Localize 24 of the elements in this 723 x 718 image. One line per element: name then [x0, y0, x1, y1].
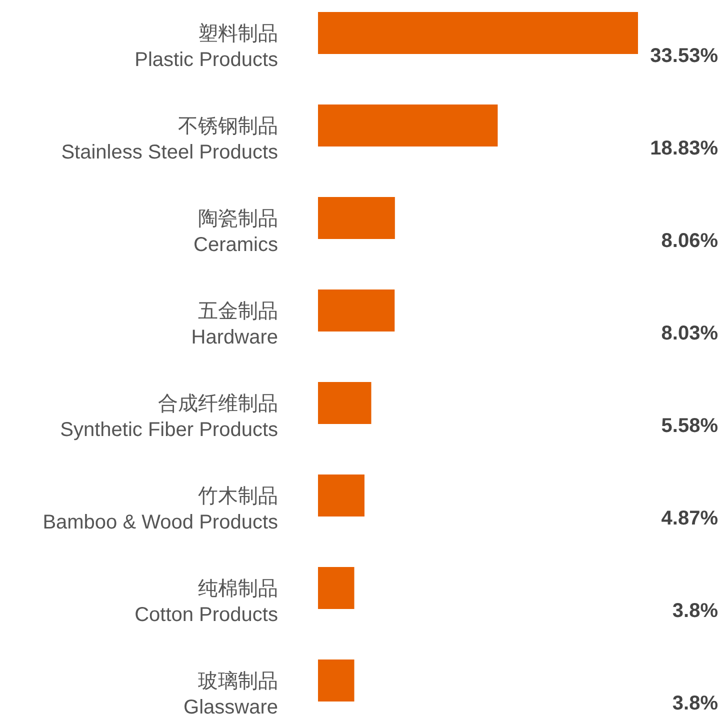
y-tick-label: 陶瓷制品 Ceramics — [194, 208, 278, 256]
data-label: 18.83% — [650, 138, 718, 160]
y-tick-label: 不锈钢制品 Stainless Steel Products — [61, 116, 278, 164]
y-tick-label: 五金制品 Hardware — [191, 300, 278, 348]
bar — [318, 567, 354, 609]
bar — [318, 12, 638, 54]
bar — [318, 660, 354, 702]
bar — [318, 290, 395, 332]
bar — [318, 197, 395, 239]
y-tick-label: 竹木制品 Bamboo & Wood Products — [42, 486, 278, 534]
data-label: 3.8% — [672, 692, 718, 714]
data-label: 8.03% — [661, 322, 718, 344]
data-label: 3.8% — [672, 600, 718, 622]
bar — [318, 474, 364, 516]
bar — [318, 104, 498, 146]
data-label: 33.53% — [650, 45, 718, 67]
data-label: 8.06% — [661, 230, 718, 252]
data-label: 5.58% — [661, 415, 718, 437]
data-label: 4.87% — [661, 508, 718, 530]
bar — [318, 382, 372, 424]
y-tick-label: 玻璃制品 Glassware — [184, 670, 278, 718]
y-tick-label: 合成纤维制品 Synthetic Fiber Products — [60, 393, 278, 441]
y-tick-label: 塑料制品 Plastic Products — [134, 22, 278, 71]
y-tick-label: 纯棉制品 Cotton Products — [134, 578, 278, 626]
